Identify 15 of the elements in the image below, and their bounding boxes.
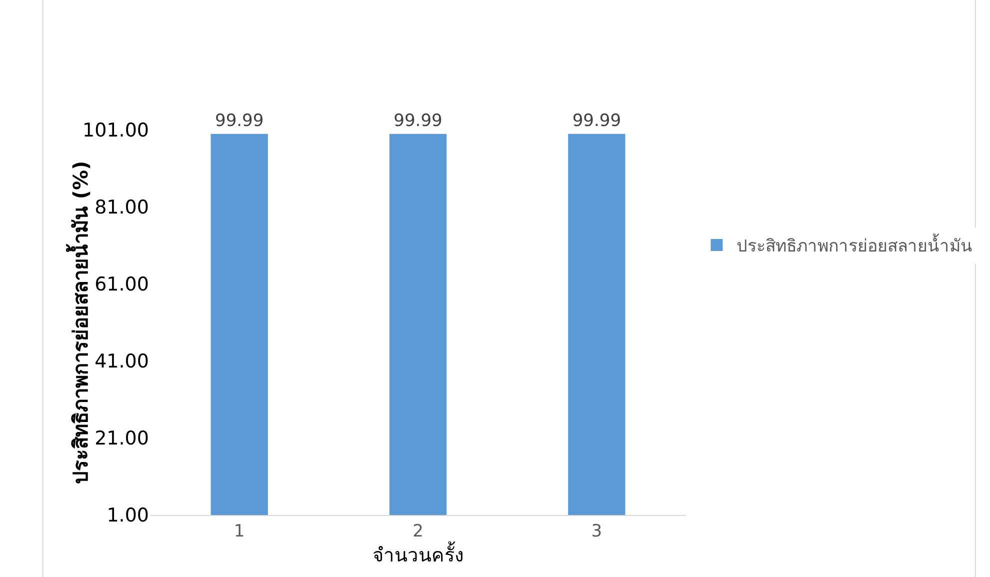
x-axis-title: จำนวนครั้ง [372, 541, 464, 566]
y-tick-label: 41.00 [94, 350, 149, 373]
y-tick-label: 21.00 [94, 428, 149, 450]
data-label: 99.99 [215, 110, 264, 131]
x-tick-label: 2 [412, 521, 424, 542]
y-tick-label: 61.00 [94, 274, 149, 296]
legend-label: ประสิทธิภาพการย่อยสลายน้ำมัน [736, 234, 973, 257]
x-tick-label: 3 [591, 521, 602, 542]
x-tick-label: 1 [234, 521, 245, 542]
y-axis-title: ประสิทธิภาพการย่อยสลายน้ำมัน (%) [66, 160, 93, 484]
data-label: 99.99 [394, 110, 442, 131]
y-tick-label: 101.00 [82, 120, 149, 142]
y-tick-label: 81.00 [94, 196, 149, 219]
y-tick-label: 1.00 [106, 504, 149, 527]
data-label: 99.99 [572, 110, 621, 131]
